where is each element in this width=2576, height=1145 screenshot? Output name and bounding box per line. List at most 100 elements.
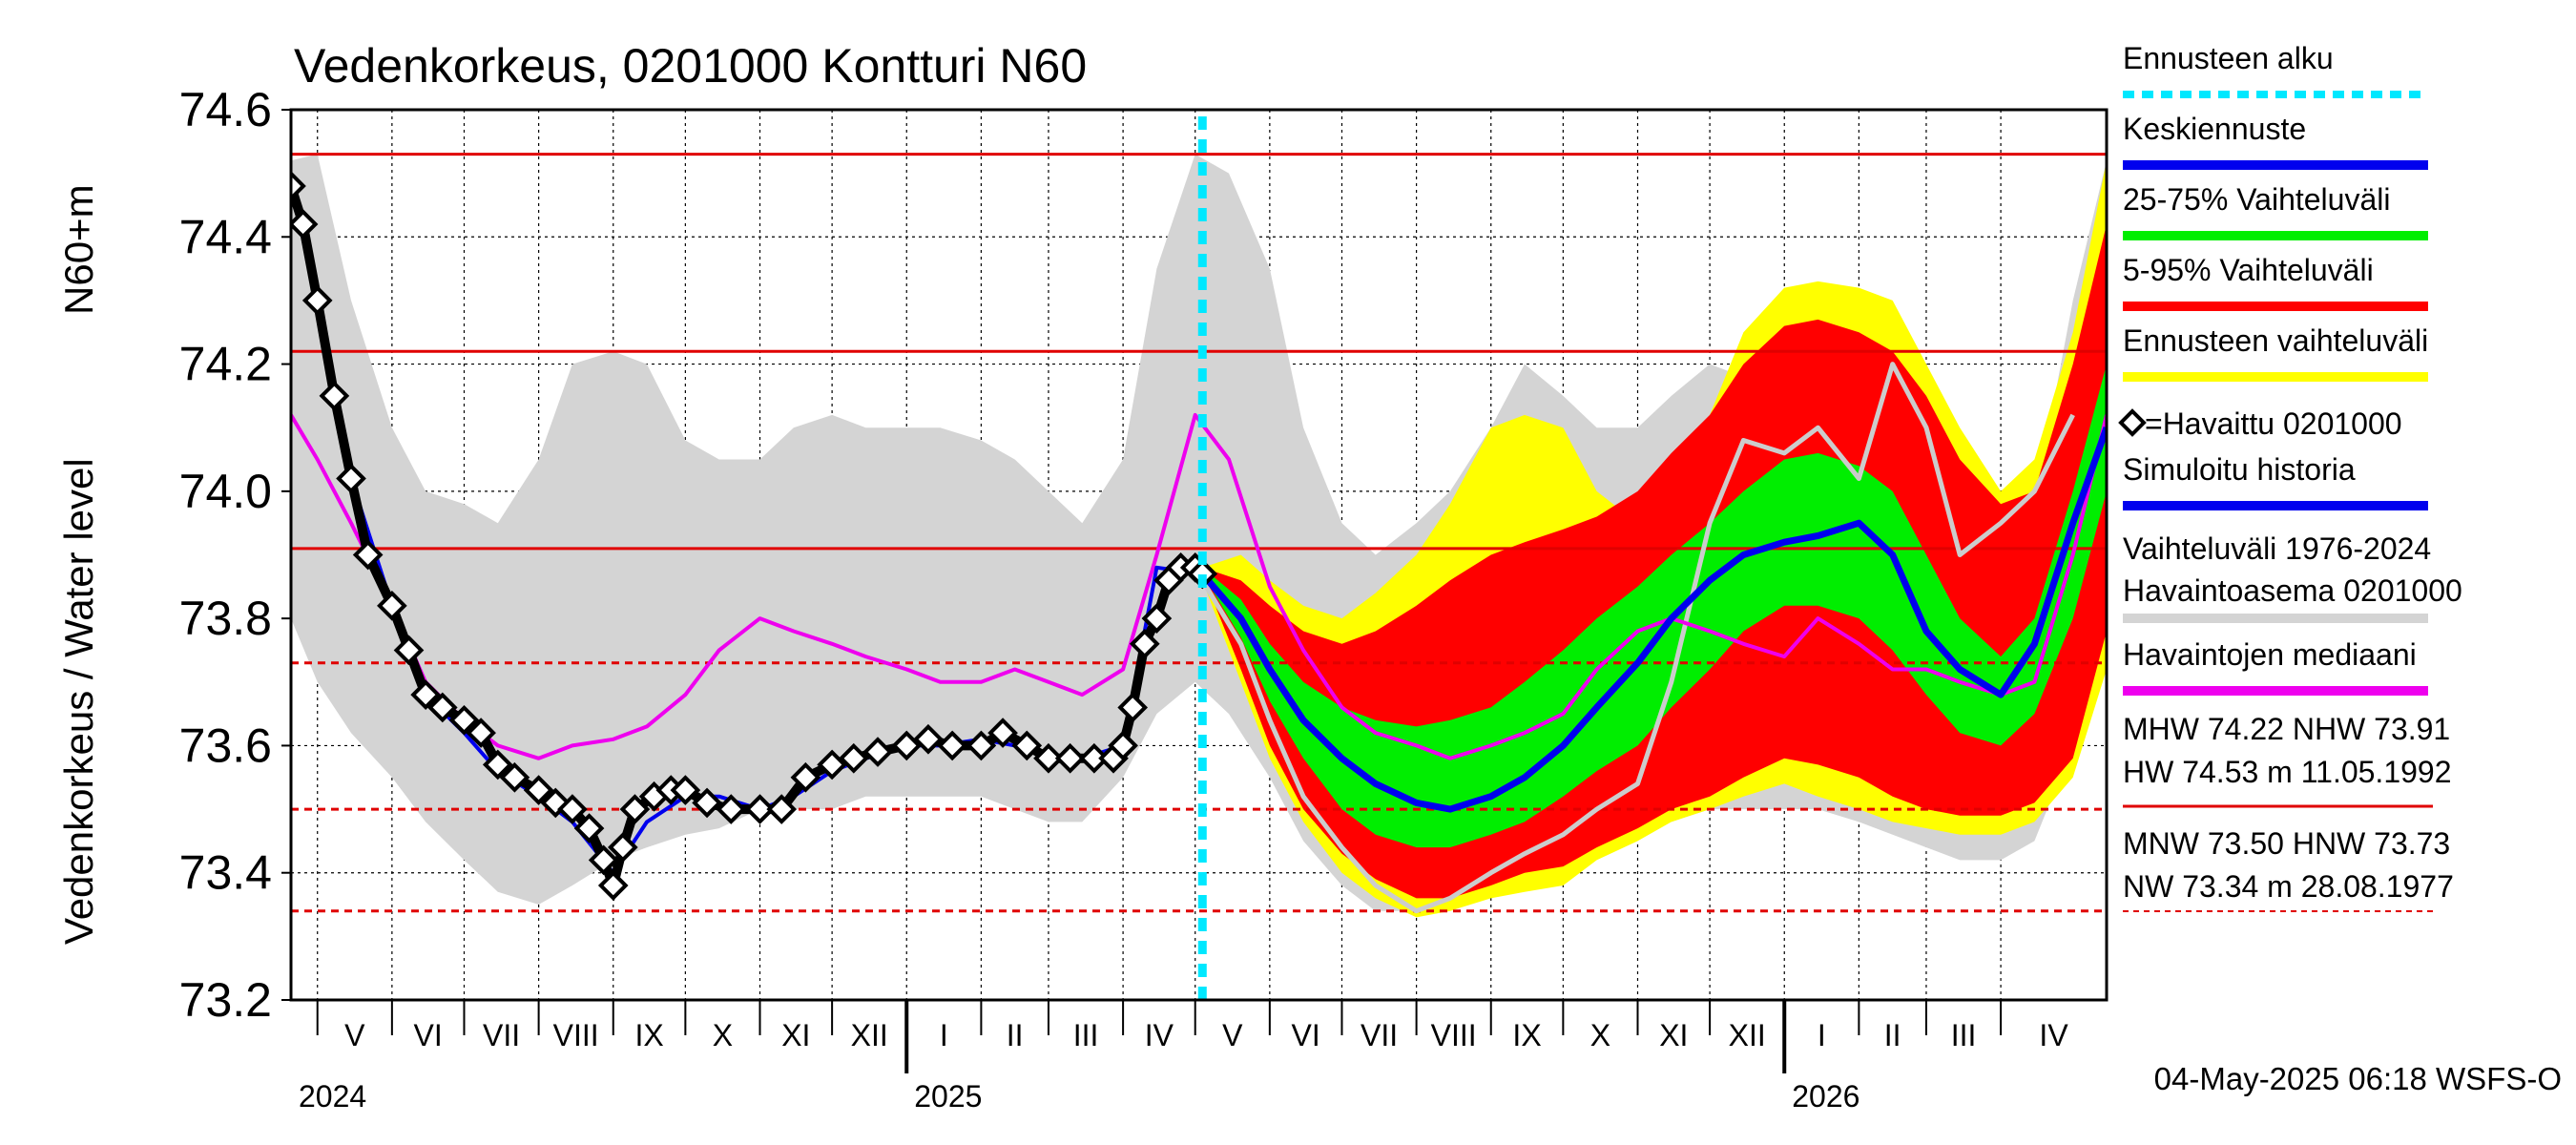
stats-line: HW 74.53 m 11.05.1992 (2123, 755, 2452, 789)
observed-point (1117, 692, 1149, 723)
observed-point (377, 590, 407, 621)
observed-point (1054, 742, 1086, 774)
legend-label: Ennusteen vaihteluväli (2123, 323, 2428, 358)
observed-point (336, 463, 366, 494)
observed-point (937, 730, 967, 761)
month-label: IX (634, 1018, 663, 1052)
legend-label: 5-95% Vaihteluväli (2123, 253, 2374, 287)
observed-point (448, 704, 480, 736)
statistics-block: MHW 74.22 NHW 73.91 HW 74.53 m 11.05.1992… (2123, 712, 2454, 912)
observed-point (499, 761, 530, 793)
month-label: IX (1512, 1018, 1541, 1052)
series-line (291, 412, 2107, 760)
observed-point (670, 775, 701, 805)
y-axis-label: Vedenkorkeus / Water level (56, 458, 101, 945)
observed-point (352, 539, 384, 571)
observed-point (1011, 730, 1043, 761)
series-line (1200, 362, 2075, 914)
observed-point (466, 718, 496, 748)
month-label: III (1073, 1018, 1099, 1052)
month-label: VII (483, 1018, 520, 1052)
observed-point (838, 742, 869, 774)
chart-title: Vedenkorkeus, 0201000 Kontturi N60 (294, 39, 1087, 93)
observed-point (1033, 742, 1064, 774)
month-label: V (344, 1018, 365, 1052)
observed-point (1141, 603, 1173, 634)
month-label: I (1818, 1018, 1826, 1052)
observed-point (301, 285, 333, 316)
y-tick-label: 73.4 (179, 846, 272, 900)
observed-point (987, 718, 1018, 748)
legend-marker (2118, 408, 2147, 437)
month-label: XII (1729, 1018, 1766, 1052)
month-label: I (940, 1018, 948, 1052)
month-label: VII (1361, 1018, 1398, 1052)
month-label: X (713, 1018, 733, 1052)
observed-point (766, 794, 798, 824)
observed-point (482, 749, 513, 781)
y-axis-ticks: 73.2 73.4 73.6 73.8 74.0 74.2 74.4 74.6 (179, 83, 291, 1027)
observed-point (862, 737, 893, 767)
y-tick-label: 74.0 (179, 465, 272, 518)
observed-markers (291, 171, 1218, 902)
observed-point (619, 794, 651, 824)
legend-label: 25-75% Vaihteluväli (2123, 182, 2390, 217)
observed-point (790, 761, 821, 793)
observed-point (410, 679, 441, 710)
legend-label: Havaintoasema 0201000 (2123, 573, 2462, 608)
legend-label: Simuloitu historia (2123, 452, 2356, 487)
observed-point (319, 381, 350, 411)
observed-point (716, 794, 747, 824)
observed-point (1108, 730, 1138, 761)
month-label: III (1951, 1018, 1977, 1052)
month-label: V (1222, 1018, 1243, 1052)
legend: Ennusteen alku Keskiennuste 25-75% Vaihtel… (2118, 41, 2462, 696)
x-axis: V VI VII VIII IX X XI XII I II III IV V VI VII VIII IX X X… (299, 1000, 2068, 1114)
legend-label: =Havaittu 0201000 (2145, 406, 2402, 441)
observed-point (913, 723, 944, 755)
y-axis-unit-label: N60+m (56, 184, 101, 315)
legend-label: Keskiennuste (2123, 112, 2306, 146)
reference-lines (291, 153, 2107, 913)
y-tick-label: 74.2 (179, 338, 272, 391)
observed-point (426, 692, 458, 723)
stats-line: MNW 73.50 HNW 73.73 (2123, 826, 2450, 861)
month-label: VI (414, 1018, 443, 1052)
observed-point (393, 635, 425, 666)
month-label: II (1007, 1018, 1024, 1052)
year-label: 2026 (1792, 1079, 1859, 1114)
month-label: X (1590, 1018, 1610, 1052)
year-label: 2024 (299, 1079, 366, 1114)
observed-point (817, 749, 847, 781)
stats-line: MHW 74.22 NHW 73.91 (2123, 712, 2450, 746)
legend-label: Ennusteen alku (2123, 41, 2334, 75)
month-label: IV (2039, 1018, 2068, 1052)
y-tick-label: 73.6 (179, 718, 272, 772)
observed-point (1129, 628, 1160, 659)
y-tick-label: 74.6 (179, 83, 272, 136)
observed-point (608, 832, 638, 863)
plot-frame (289, 108, 2109, 1002)
observed-point (573, 813, 605, 843)
observed-point (291, 209, 319, 239)
observed-point (597, 870, 629, 901)
year-label: 2025 (914, 1079, 982, 1114)
observed-point (523, 775, 554, 805)
month-label: VI (1292, 1018, 1320, 1052)
month-label: IV (1145, 1018, 1174, 1052)
plot-area (289, 108, 2109, 1002)
series-line (1199, 427, 2107, 813)
stats-line: NW 73.34 m 28.08.1977 (2123, 869, 2454, 904)
y-tick-label: 73.2 (179, 973, 272, 1027)
month-label: VIII (1431, 1018, 1477, 1052)
month-label: VIII (553, 1018, 599, 1052)
month-label: XII (851, 1018, 888, 1052)
observed-point (588, 844, 619, 876)
observed-point (891, 730, 923, 761)
legend-label: Vaihteluväli 1976-2024 (2123, 531, 2431, 566)
month-label: XI (1659, 1018, 1688, 1052)
observed-point (966, 730, 997, 761)
observed-point (557, 794, 588, 824)
month-label: II (1884, 1018, 1901, 1052)
